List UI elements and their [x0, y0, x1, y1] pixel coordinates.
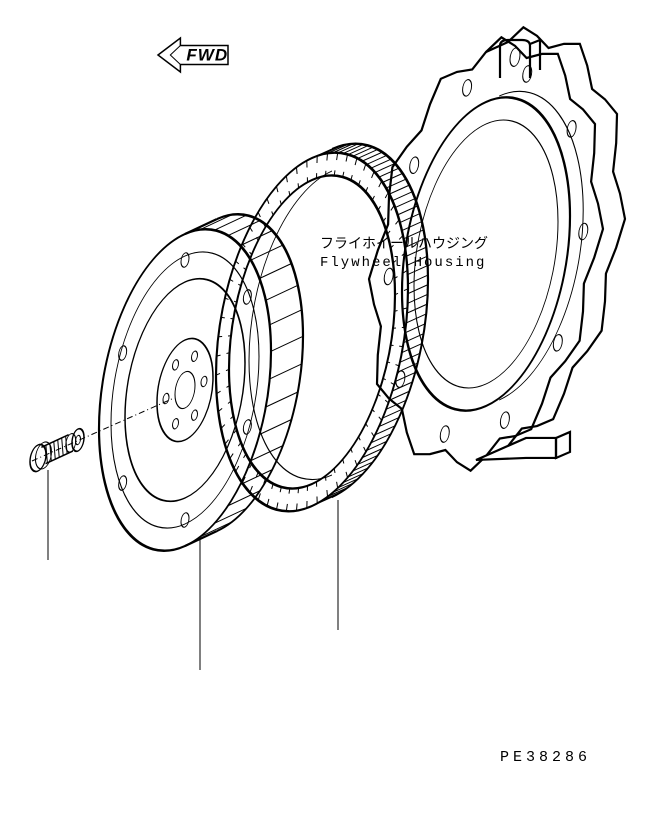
flywheel-housing-label-en: Flywheel Housing [320, 255, 486, 271]
flywheel [99, 180, 303, 584]
flywheel-housing-label-jp: フライホイールハウジング [320, 236, 488, 253]
fwd-label: FWD [186, 45, 228, 64]
drawing-id: PE38286 [500, 749, 591, 766]
